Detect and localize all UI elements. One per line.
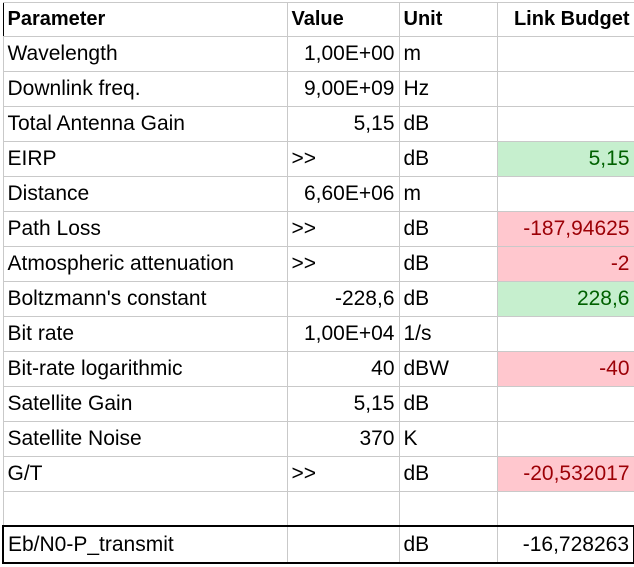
cell-parameter[interactable]: Satellite Noise: [2, 421, 288, 457]
cell-parameter[interactable]: Wavelength: [2, 36, 288, 72]
table-row: Bit rate 1,00E+04 1/s: [2, 316, 634, 352]
cell-value[interactable]: 370: [286, 421, 400, 457]
table-row: Satellite Gain 5,15 dB: [2, 386, 634, 422]
header-row: Parameter Value Unit Link Budget: [2, 2, 634, 37]
result-value[interactable]: [286, 525, 400, 564]
cell-parameter[interactable]: Downlink freq.: [2, 71, 288, 107]
cell-parameter[interactable]: Satellite Gain: [2, 386, 288, 422]
cell-unit[interactable]: m: [398, 176, 498, 212]
cell-unit[interactable]: 1/s: [398, 316, 498, 352]
cell-link-budget[interactable]: -2: [496, 246, 634, 282]
cell-value[interactable]: 5,15: [286, 106, 400, 142]
blank-cell[interactable]: [398, 491, 498, 527]
cell-parameter[interactable]: Bit rate: [2, 316, 288, 352]
table-row: Downlink freq. 9,00E+09 Hz: [2, 71, 634, 107]
table-row: Total Antenna Gain 5,15 dB: [2, 106, 634, 142]
cell-link-budget[interactable]: [496, 71, 634, 107]
cell-unit[interactable]: K: [398, 421, 498, 457]
cell-unit[interactable]: dB: [398, 141, 498, 177]
cell-link-budget[interactable]: [496, 421, 634, 457]
cell-link-budget[interactable]: [496, 36, 634, 72]
cell-link-budget[interactable]: 5,15: [496, 141, 634, 177]
cell-value[interactable]: 1,00E+00: [286, 36, 400, 72]
cell-unit[interactable]: dB: [398, 281, 498, 317]
cell-link-budget[interactable]: [496, 386, 634, 422]
cell-value[interactable]: >>: [286, 246, 400, 282]
cell-value[interactable]: 5,15: [286, 386, 400, 422]
cell-value[interactable]: 6,60E+06: [286, 176, 400, 212]
blank-cell[interactable]: [2, 491, 288, 527]
table-row: Wavelength 1,00E+00 m: [2, 36, 634, 72]
cell-parameter[interactable]: Bit-rate logarithmic: [2, 351, 288, 387]
cell-parameter[interactable]: Total Antenna Gain: [2, 106, 288, 142]
cell-unit[interactable]: dB: [398, 246, 498, 282]
cell-unit[interactable]: dB: [398, 456, 498, 492]
result-unit[interactable]: dB: [398, 525, 498, 564]
cell-parameter[interactable]: Boltzmann's constant: [2, 281, 288, 317]
cell-unit[interactable]: dB: [398, 386, 498, 422]
cell-link-budget[interactable]: [496, 106, 634, 142]
header-value[interactable]: Value: [286, 2, 400, 37]
result-row: Eb/N0-P_transmit dB -16,728263: [2, 525, 634, 564]
header-link-budget[interactable]: Link Budget: [496, 2, 634, 37]
cell-value[interactable]: 9,00E+09: [286, 71, 400, 107]
cell-unit[interactable]: Hz: [398, 71, 498, 107]
table-row: Satellite Noise 370 K: [2, 421, 634, 457]
table-row: Path Loss >> dB -187,94625: [2, 211, 634, 247]
table-row: Bit-rate logarithmic 40 dBW -40: [2, 351, 634, 387]
cell-parameter[interactable]: Distance: [2, 176, 288, 212]
cell-unit[interactable]: dBW: [398, 351, 498, 387]
table-row: EIRP >> dB 5,15: [2, 141, 634, 177]
cell-unit[interactable]: m: [398, 36, 498, 72]
blank-row: [2, 491, 634, 527]
cell-value[interactable]: 40: [286, 351, 400, 387]
header-parameter[interactable]: Parameter: [2, 2, 288, 37]
cell-parameter[interactable]: Atmospheric attenuation: [2, 246, 288, 282]
table-row: Boltzmann's constant -228,6 dB 228,6: [2, 281, 634, 317]
cell-value[interactable]: >>: [286, 141, 400, 177]
table-row: G/T >> dB -20,532017: [2, 456, 634, 492]
cell-value[interactable]: >>: [286, 211, 400, 247]
result-link-budget[interactable]: -16,728263: [496, 525, 634, 564]
blank-cell[interactable]: [496, 491, 634, 527]
cell-parameter[interactable]: Path Loss: [2, 211, 288, 247]
header-unit[interactable]: Unit: [398, 2, 498, 37]
cell-link-budget[interactable]: -187,94625: [496, 211, 634, 247]
blank-cell[interactable]: [286, 491, 400, 527]
result-parameter[interactable]: Eb/N0-P_transmit: [2, 525, 288, 564]
table-row: Distance 6,60E+06 m: [2, 176, 634, 212]
table-row: Atmospheric attenuation >> dB -2: [2, 246, 634, 282]
cell-parameter[interactable]: G/T: [2, 456, 288, 492]
cell-value[interactable]: 1,00E+04: [286, 316, 400, 352]
cell-unit[interactable]: dB: [398, 106, 498, 142]
cell-link-budget[interactable]: [496, 176, 634, 212]
cell-unit[interactable]: dB: [398, 211, 498, 247]
cell-link-budget[interactable]: -20,532017: [496, 456, 634, 492]
cell-value[interactable]: >>: [286, 456, 400, 492]
cell-link-budget[interactable]: -40: [496, 351, 634, 387]
cell-parameter[interactable]: EIRP: [2, 141, 288, 177]
cell-link-budget[interactable]: [496, 316, 634, 352]
cell-value[interactable]: -228,6: [286, 281, 400, 317]
cell-link-budget[interactable]: 228,6: [496, 281, 634, 317]
